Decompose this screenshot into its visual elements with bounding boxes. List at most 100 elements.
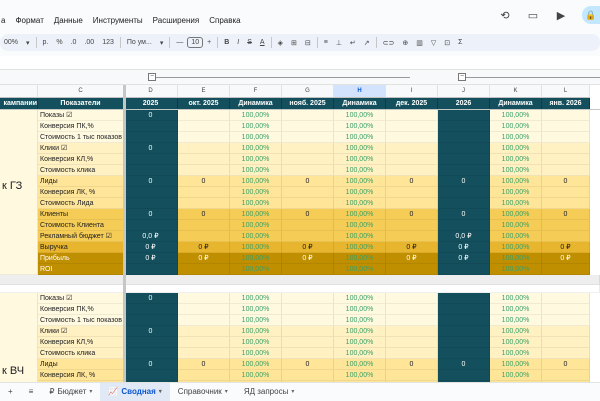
data-cell[interactable]: 0 ₽: [178, 253, 230, 264]
data-cell[interactable]: 100,00%: [490, 293, 542, 304]
metric-label[interactable]: Конверсия ЛК, %: [38, 370, 124, 381]
data-cell[interactable]: [178, 293, 230, 304]
data-cell[interactable]: 0: [438, 176, 490, 187]
data-cell[interactable]: [282, 348, 334, 359]
data-cell[interactable]: 100,00%: [230, 220, 282, 231]
data-cell[interactable]: [386, 315, 438, 326]
column-header-k[interactable]: K: [490, 85, 542, 98]
data-cell[interactable]: 100,00%: [230, 154, 282, 165]
data-cell[interactable]: 100,00%: [490, 315, 542, 326]
data-cell[interactable]: 100,00%: [490, 231, 542, 242]
data-cell[interactable]: [282, 110, 334, 121]
data-cell[interactable]: [178, 315, 230, 326]
data-cell[interactable]: [542, 143, 590, 154]
data-cell[interactable]: 100,00%: [230, 143, 282, 154]
metric-label[interactable]: Конверсия КЛ,%: [38, 154, 124, 165]
group-collapse-button[interactable]: −: [148, 73, 156, 81]
data-cell[interactable]: 100,00%: [490, 154, 542, 165]
add-sheet-button[interactable]: +: [8, 387, 13, 396]
data-cell[interactable]: [542, 315, 590, 326]
data-cell[interactable]: 0: [438, 359, 490, 370]
data-cell[interactable]: [438, 337, 490, 348]
data-cell[interactable]: 100,00%: [490, 176, 542, 187]
menu-item[interactable]: Инструменты: [92, 16, 143, 25]
data-cell[interactable]: [178, 381, 230, 382]
data-cell[interactable]: [386, 110, 438, 121]
data-cell[interactable]: [282, 231, 334, 242]
data-cell[interactable]: [282, 264, 334, 275]
data-cell[interactable]: 100,00%: [490, 121, 542, 132]
data-cell[interactable]: 0: [178, 209, 230, 220]
data-cell[interactable]: [386, 348, 438, 359]
data-cell[interactable]: [438, 304, 490, 315]
data-cell[interactable]: 0,0 ₽: [124, 231, 178, 242]
data-cell[interactable]: 0: [124, 209, 178, 220]
data-cell[interactable]: 100,00%: [334, 154, 386, 165]
column-header-h[interactable]: H: [334, 85, 386, 98]
comment-icon[interactable]: ▭: [527, 9, 539, 22]
data-cell[interactable]: [282, 220, 334, 231]
data-cell[interactable]: 100,00%: [230, 326, 282, 337]
data-cell[interactable]: [124, 337, 178, 348]
data-cell[interactable]: [542, 198, 590, 209]
data-cell[interactable]: [178, 165, 230, 176]
percent-format-button[interactable]: %: [56, 39, 63, 46]
menu-item[interactable]: Справка: [209, 16, 241, 25]
data-cell[interactable]: [438, 293, 490, 304]
data-cell[interactable]: [386, 293, 438, 304]
data-cell[interactable]: 0: [178, 176, 230, 187]
data-cell[interactable]: [438, 326, 490, 337]
chevron-down-icon[interactable]: ▾: [26, 39, 30, 47]
metric-label[interactable]: Стоимость клика: [38, 165, 124, 176]
data-cell[interactable]: [178, 143, 230, 154]
metric-label[interactable]: Стоимость Лида: [38, 198, 124, 209]
data-cell[interactable]: [542, 121, 590, 132]
data-cell[interactable]: 100,00%: [230, 293, 282, 304]
data-cell[interactable]: [386, 132, 438, 143]
data-cell[interactable]: [124, 121, 178, 132]
data-cell[interactable]: [282, 337, 334, 348]
data-cell[interactable]: 100,00%: [490, 253, 542, 264]
data-cell[interactable]: 0: [124, 359, 178, 370]
metric-label[interactable]: Клики ☑: [38, 143, 124, 154]
currency-format-button[interactable]: р.: [42, 39, 49, 46]
column-header-l[interactable]: L: [542, 85, 590, 98]
data-cell[interactable]: [386, 337, 438, 348]
data-cell[interactable]: [282, 315, 334, 326]
column-header-f[interactable]: F: [230, 85, 282, 98]
data-cell[interactable]: 100,00%: [230, 315, 282, 326]
metric-label[interactable]: Лиды: [38, 359, 124, 370]
sheet-tab[interactable]: ₽ Бюджет ▾: [41, 383, 100, 401]
data-cell[interactable]: 100,00%: [334, 348, 386, 359]
data-cell[interactable]: [542, 110, 590, 121]
metric-label[interactable]: Лиды: [38, 176, 124, 187]
data-cell[interactable]: 0: [386, 359, 438, 370]
data-cell[interactable]: [178, 348, 230, 359]
data-cell[interactable]: 100,00%: [230, 337, 282, 348]
data-cell[interactable]: 100,00%: [334, 176, 386, 187]
data-cell[interactable]: 0: [282, 359, 334, 370]
meet-icon[interactable]: ▶: [556, 9, 566, 22]
menu-item[interactable]: Расширения: [152, 16, 200, 25]
campaign-cell[interactable]: [0, 110, 38, 275]
chart-icon[interactable]: ▥: [416, 39, 423, 47]
data-cell[interactable]: 0: [124, 176, 178, 187]
column-header-b[interactable]: [0, 85, 38, 98]
data-cell[interactable]: [178, 326, 230, 337]
font-size-increase-button[interactable]: +: [207, 39, 212, 46]
data-cell[interactable]: 100,00%: [334, 326, 386, 337]
data-cell[interactable]: 100,00%: [490, 165, 542, 176]
zoom-select[interactable]: 00%: [4, 39, 19, 46]
data-cell[interactable]: 100,00%: [334, 187, 386, 198]
metric-label[interactable]: Показы ☑: [38, 110, 124, 121]
data-cell[interactable]: 100,00%: [490, 326, 542, 337]
metric-label[interactable]: Стоимость 1 тыс показов: [38, 315, 124, 326]
data-cell[interactable]: 0: [124, 110, 178, 121]
metric-label[interactable]: Клиенты: [38, 209, 124, 220]
data-cell[interactable]: [438, 110, 490, 121]
decrease-decimal-button[interactable]: .0: [70, 39, 77, 46]
metric-label[interactable]: Рекламный бюджет ☑: [38, 231, 124, 242]
filter-views-icon[interactable]: ⊡: [444, 39, 451, 47]
column-header-j[interactable]: J: [438, 85, 490, 98]
data-cell[interactable]: [282, 198, 334, 209]
